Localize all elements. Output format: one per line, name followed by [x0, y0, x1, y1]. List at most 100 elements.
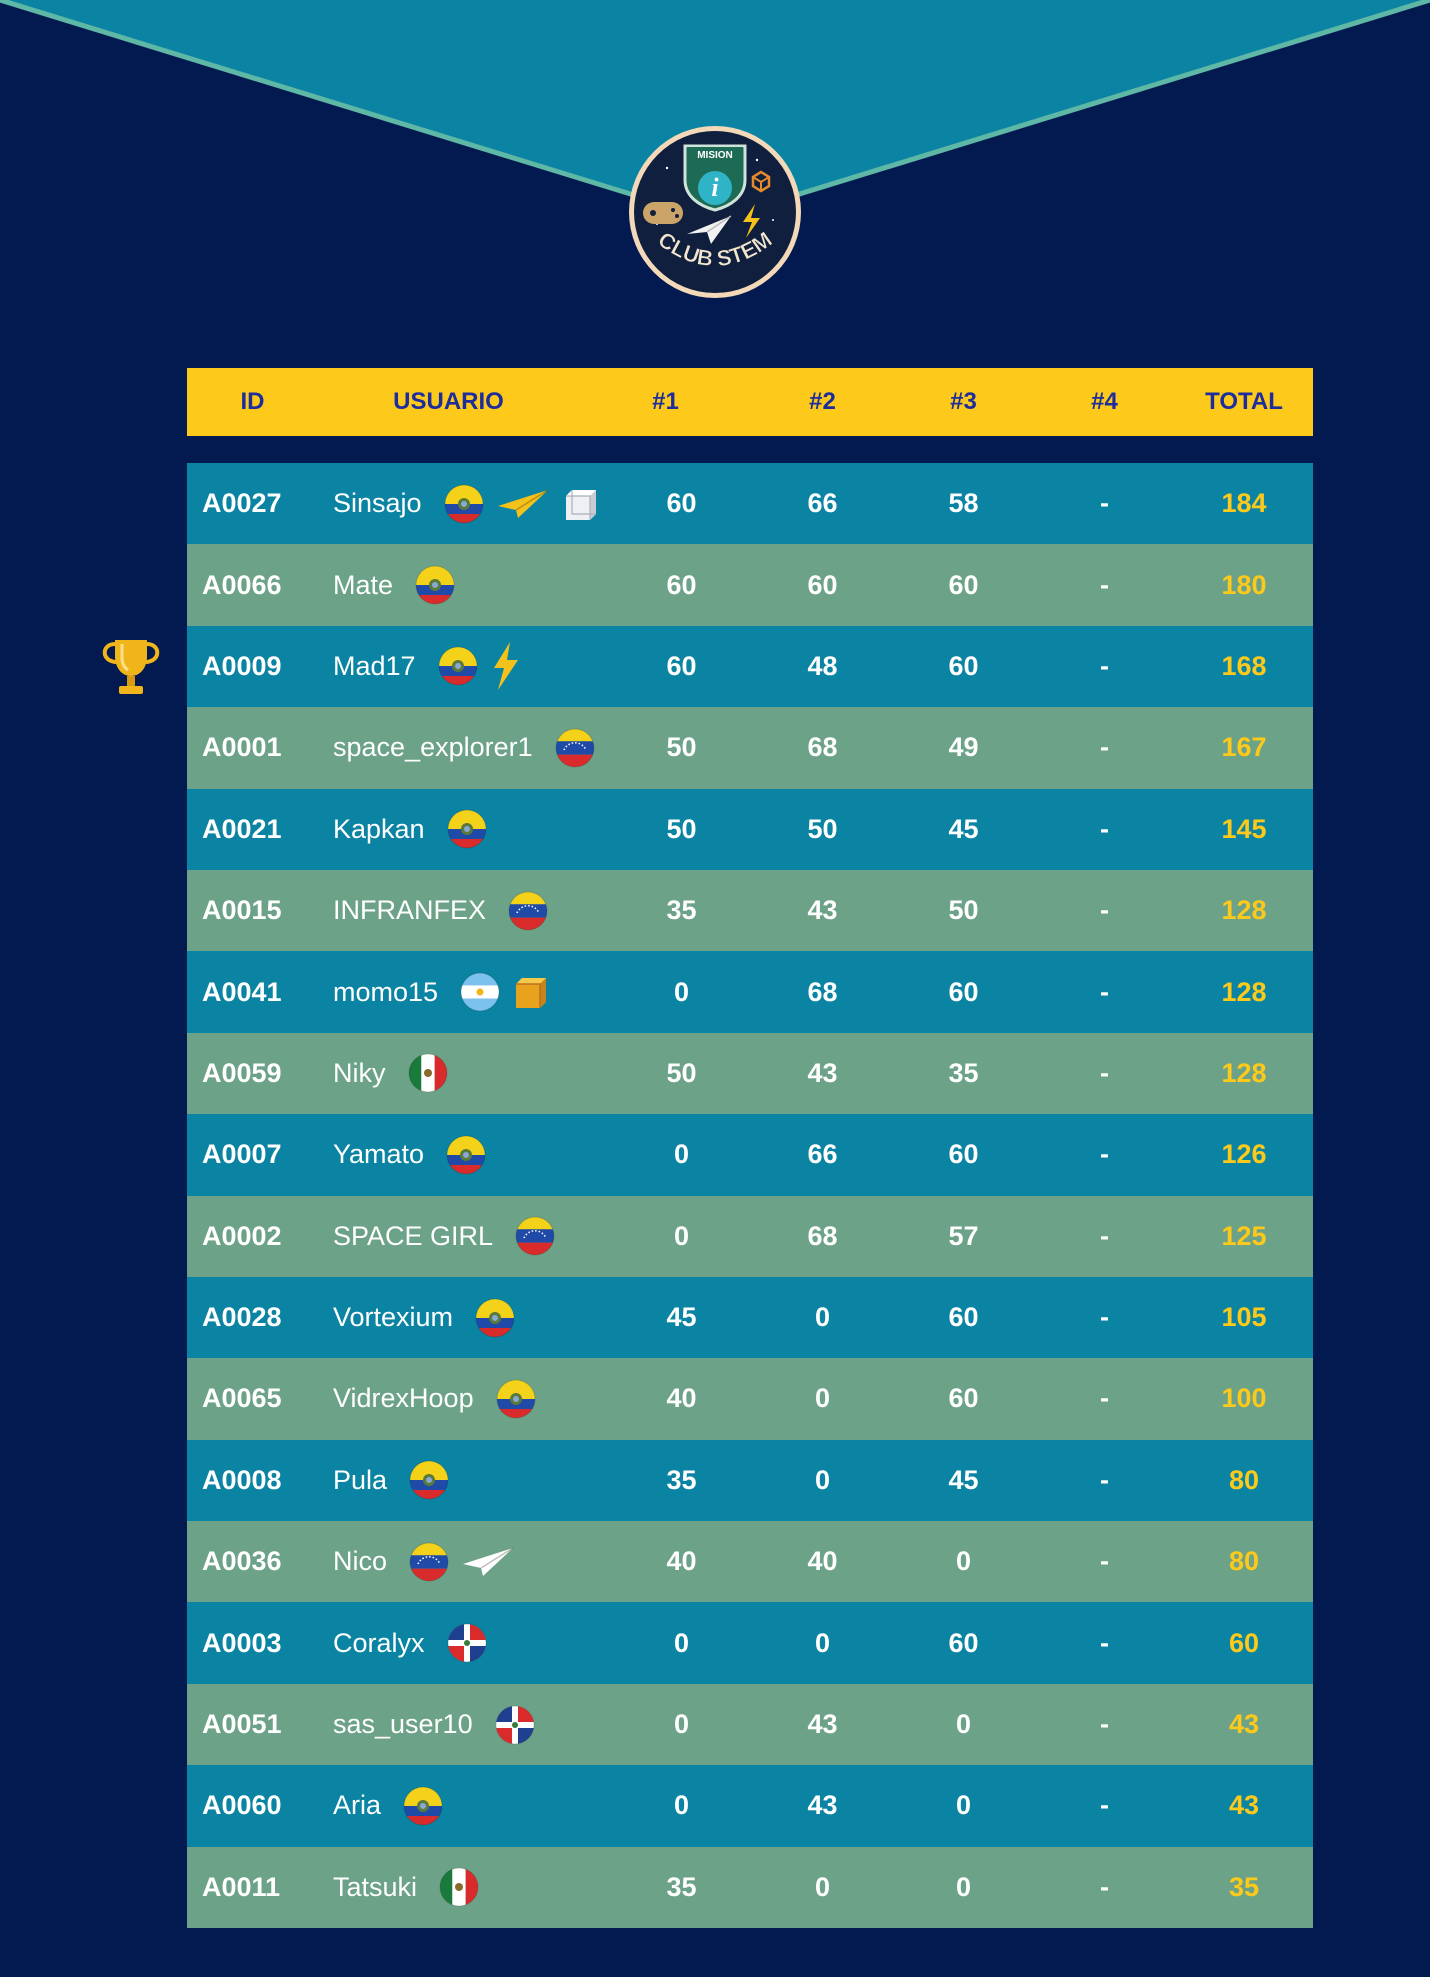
flag-dominican-republic-icon: [447, 1623, 487, 1663]
cube-icon: [562, 484, 602, 524]
row-username: Vortexium: [333, 1302, 454, 1333]
row-total: 35: [1228, 1871, 1260, 1902]
row-score-1: 60: [666, 488, 697, 519]
row-score-3: 60: [948, 976, 979, 1007]
row-user-cell: Coralyx: [318, 1623, 611, 1663]
row-score-2: 43: [807, 895, 838, 926]
row-id: A0021: [202, 813, 282, 844]
row-score-3: 57: [948, 1220, 979, 1251]
row-score-3: 45: [948, 813, 979, 844]
row-score-4: -: [1100, 1057, 1109, 1088]
row-score-4: -: [1100, 1302, 1109, 1333]
flag-ecuador-icon: [446, 1135, 486, 1175]
table-row: A0041 momo15 0 68 60 - 128: [187, 951, 1313, 1033]
row-user-cell: VidrexHoop: [318, 1379, 611, 1419]
row-user-cell: Mad17: [318, 642, 611, 691]
row-score-4: -: [1100, 1464, 1109, 1495]
logo-top-text: MISION: [697, 150, 733, 161]
table-row: A0066 Mate 60 60 60 - 180: [187, 544, 1313, 626]
row-score-1: 35: [666, 1464, 697, 1495]
row-total: 125: [1221, 1220, 1267, 1251]
row-score-1: 0: [673, 1709, 690, 1740]
row-score-2: 43: [807, 1709, 838, 1740]
svg-text:i: i: [711, 173, 719, 202]
row-score-4: -: [1100, 813, 1109, 844]
row-total: 184: [1221, 488, 1267, 519]
row-username: Yamato: [333, 1139, 425, 1170]
row-user-cell: Sinsajo: [318, 484, 611, 524]
row-username: Niky: [333, 1057, 386, 1088]
row-score-4: -: [1100, 1790, 1109, 1821]
row-user-cell: SPACE GIRL: [318, 1216, 611, 1256]
row-user-cell: Niky: [318, 1053, 611, 1093]
row-score-4: -: [1100, 1139, 1109, 1170]
row-score-1: 0: [673, 1790, 690, 1821]
row-score-2: 60: [807, 569, 838, 600]
row-total: 80: [1228, 1546, 1260, 1577]
row-score-1: 35: [666, 895, 697, 926]
row-id: A0041: [202, 976, 282, 1007]
flag-venezuela-icon: [515, 1216, 555, 1256]
row-score-3: 60: [948, 569, 979, 600]
row-score-4: -: [1100, 650, 1109, 681]
header-score-1: #1: [652, 388, 679, 415]
row-total: 105: [1221, 1302, 1267, 1333]
row-username: momo15: [333, 976, 439, 1007]
row-score-2: 0: [814, 1302, 831, 1333]
flag-argentina-icon: [460, 972, 500, 1012]
flag-ecuador-icon: [475, 1298, 515, 1338]
row-score-2: 68: [807, 1220, 838, 1251]
row-id: A0036: [202, 1546, 282, 1577]
flag-ecuador-icon: [496, 1379, 536, 1419]
table-row: A0009 Mad17 60 48 60 - 168: [187, 625, 1313, 708]
table-row: A0028 Vortexium 45 0 60 - 105: [187, 1276, 1313, 1359]
row-score-3: 50: [948, 895, 979, 926]
table-row: A0002 SPACE GIRL 0 68 57 - 125: [187, 1195, 1313, 1277]
flag-venezuela-icon: [555, 728, 595, 768]
row-score-4: -: [1100, 1546, 1109, 1577]
flag-ecuador-icon: [438, 646, 478, 686]
row-id: A0065: [202, 1383, 282, 1414]
table-row: A0007 Yamato 0 66 60 - 126: [187, 1114, 1313, 1196]
row-score-4: -: [1100, 732, 1109, 763]
row-total: 80: [1228, 1464, 1260, 1495]
row-username: space_explorer1: [333, 732, 533, 763]
table-row: A0027 Sinsajo 60 66 58 - 184: [187, 463, 1313, 545]
row-score-3: 0: [955, 1871, 972, 1902]
row-user-cell: Mate: [318, 565, 611, 605]
flag-ecuador-icon: [415, 565, 455, 605]
row-username: Coralyx: [333, 1627, 425, 1658]
row-score-1: 40: [666, 1546, 697, 1577]
row-user-cell: INFRANFEX: [318, 891, 611, 931]
row-score-4: -: [1100, 1709, 1109, 1740]
table-row: A0059 Niky 50 43 35 - 128: [187, 1032, 1313, 1115]
table-header: ID USUARIO #1 #2 #3 #4 TOTAL: [187, 368, 1313, 436]
header-score-3: #3: [950, 388, 977, 415]
row-score-3: 60: [948, 1383, 979, 1414]
club-stem-logo: MISION i CLUB STEM: [629, 126, 801, 298]
row-id: A0001: [202, 732, 282, 763]
flag-venezuela-icon: [508, 891, 548, 931]
header-score-4: #4: [1091, 388, 1118, 415]
row-user-cell: Aria: [318, 1786, 611, 1826]
row-score-1: 40: [666, 1383, 697, 1414]
header-total: TOTAL: [1205, 388, 1283, 415]
row-username: Kapkan: [333, 813, 425, 844]
flag-ecuador-icon: [409, 1460, 449, 1500]
table-row: A0001 space_explorer1 50 68 49 - 167: [187, 707, 1313, 789]
row-id: A0008: [202, 1464, 282, 1495]
row-total: 168: [1221, 650, 1267, 681]
table-row: A0003 Coralyx 0 0 60 - 60: [187, 1602, 1313, 1684]
header-score-2: #2: [809, 388, 836, 415]
row-user-cell: Nico: [318, 1542, 611, 1582]
row-id: A0011: [202, 1871, 281, 1902]
row-total: 128: [1221, 1057, 1267, 1088]
row-score-1: 0: [673, 1139, 690, 1170]
row-id: A0060: [202, 1790, 282, 1821]
row-username: Aria: [333, 1790, 382, 1821]
row-score-4: -: [1100, 895, 1109, 926]
row-score-3: 60: [948, 1302, 979, 1333]
row-total: 128: [1221, 976, 1267, 1007]
table-row: A0051 sas_user10 0 43 0 - 43: [187, 1683, 1313, 1766]
leaderboard-table: ID USUARIO #1 #2 #3 #4 TOTAL A0027 Sinsaj…: [187, 368, 1313, 1929]
